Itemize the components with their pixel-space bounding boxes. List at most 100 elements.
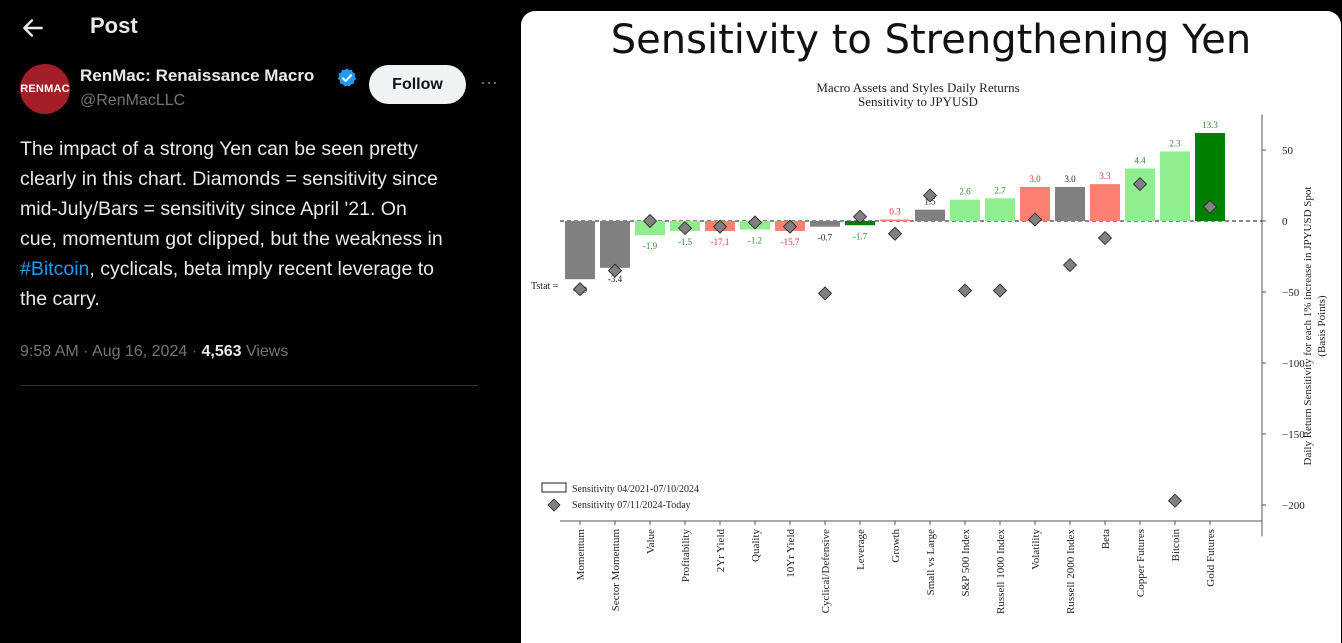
follow-button[interactable]: Follow <box>369 65 466 104</box>
tstat-label: -3.4 <box>608 274 623 284</box>
post-time[interactable]: 9:58 AM <box>20 343 79 360</box>
tweet-line: cue, momentum got clipped, but the weakn… <box>20 228 443 250</box>
chart-title: Macro Assets and Styles Daily Returns <box>816 80 1019 95</box>
y-axis-label: Daily Return Sensitivity for each 1% inc… <box>1302 187 1314 466</box>
author-display-name[interactable]: RenMac: Renaissance Macro <box>80 66 315 85</box>
legend-label: Sensitivity 07/11/2024-Today <box>572 500 691 511</box>
diamond-marker <box>992 283 1008 298</box>
diamond-marker <box>1062 257 1078 273</box>
diamond-marker <box>957 283 973 298</box>
tstat-label: 3.0 <box>1064 174 1076 184</box>
tstat-label: -1.7 <box>853 231 868 241</box>
tstat-label: 3.3 <box>1099 171 1111 181</box>
x-tick-label: 2Yr Yield <box>715 529 727 573</box>
bar <box>810 221 840 227</box>
tstat-label: 3.0 <box>1029 174 1041 184</box>
tstat-label: 0.3 <box>889 207 901 217</box>
tstat-label: -15.7 <box>781 237 800 247</box>
verified-badge-icon <box>337 68 357 87</box>
diamond-marker <box>1097 230 1113 246</box>
chart-image[interactable]: Sensitivity to Strengthening Yen Macro A… <box>521 11 1341 643</box>
tweet-text: The impact of a strong Yen can be seen p… <box>20 134 510 314</box>
y-axis-label-units: (Basis Points) <box>1316 295 1328 357</box>
x-tick-label: Copper Futures <box>1135 529 1147 597</box>
diamond-marker <box>1202 199 1218 214</box>
diamond-marker <box>817 286 833 301</box>
chart-svg: Macro Assets and Styles Daily Returns Se… <box>531 80 1328 614</box>
y-tick-label: −100 <box>1282 358 1305 370</box>
chart-subtitle: Sensitivity to JPYUSD <box>858 94 978 109</box>
legend-swatch-diamond <box>547 498 561 512</box>
tstat-label: Tstat = <box>531 281 559 292</box>
diamond-marker <box>782 219 798 234</box>
y-tick-label: 0 <box>1282 216 1288 228</box>
tstat-label: 13.3 <box>1202 120 1218 130</box>
tweet-line: mid-July/Bars = sensitivity since April … <box>20 198 407 220</box>
diamond-marker <box>1027 212 1043 227</box>
bar <box>635 221 665 236</box>
x-tick-label: Cyclical/Defensive <box>820 529 832 613</box>
bar <box>1090 184 1120 221</box>
y-tick-label: 50 <box>1282 145 1294 157</box>
diamond-marker <box>712 219 728 234</box>
chart-plot: 500−50−100−150−200-4.9Momentum-3.4Sector… <box>541 114 1305 614</box>
diamond-marker <box>677 221 693 236</box>
post-header: Post <box>0 0 520 56</box>
tstat-label: 2.6 <box>959 187 971 197</box>
divider <box>20 385 478 386</box>
diamond-marker <box>852 209 868 224</box>
post-panel: Post RENMAC RenMac: Renaissance Macro @R… <box>0 0 520 643</box>
x-tick-label: Volatility <box>1030 529 1042 570</box>
diamond-marker <box>607 263 623 278</box>
diamond-marker <box>1132 177 1148 192</box>
bar <box>1125 168 1155 221</box>
bar <box>915 209 945 221</box>
author-handle[interactable]: @RenMacLLC <box>80 92 186 109</box>
y-tick-label: −50 <box>1282 287 1300 299</box>
page-title: Post <box>90 13 138 38</box>
diamond-marker <box>572 282 588 297</box>
x-tick-label: Russell 1000 Index <box>995 529 1007 614</box>
bar <box>600 221 630 268</box>
bar <box>1055 186 1085 221</box>
tweet-line: #Bitcoin, cyclicals, beta imply recent l… <box>20 258 435 280</box>
hashtag-link[interactable]: #Bitcoin <box>20 258 90 280</box>
x-tick-label: Profitability <box>680 529 692 583</box>
x-tick-label: Sector Momentum <box>610 529 622 612</box>
diamond-marker <box>922 188 938 203</box>
avatar-logo-text: RENMAC <box>20 83 70 95</box>
tstat-label: -1.2 <box>748 236 762 246</box>
x-tick-label: Russell 2000 Index <box>1065 529 1077 614</box>
tstat-label: -1.9 <box>643 241 658 251</box>
tstat-label: 2.7 <box>994 185 1006 195</box>
tweet-line: the carry. <box>20 288 100 310</box>
legend-swatch-bar <box>541 482 567 493</box>
bar <box>985 198 1015 221</box>
legend-label: Sensitivity 04/2021-07/10/2024 <box>572 484 699 495</box>
diamond-marker <box>887 226 903 241</box>
tstat-label: 4.4 <box>1134 155 1146 165</box>
x-tick-label: Momentum <box>575 529 587 581</box>
diamond-marker <box>642 213 658 229</box>
x-tick-label: Growth <box>890 529 902 563</box>
bar <box>880 219 910 222</box>
tstat-label: 2.3 <box>1169 138 1181 148</box>
back-arrow-icon[interactable] <box>20 14 46 42</box>
views-label: Views <box>241 343 289 360</box>
avatar[interactable]: RENMAC <box>20 64 70 114</box>
x-tick-label: Leverage <box>855 529 867 570</box>
views-count: 4,563 <box>201 343 242 360</box>
x-tick-label: Gold Futures <box>1205 529 1217 587</box>
x-tick-label: Bitcoin <box>1170 529 1182 562</box>
diamond-marker <box>1167 493 1183 508</box>
tweet-line: clearly in this chart. Diamonds = sensit… <box>20 168 438 190</box>
more-options-icon[interactable]: ··· <box>480 72 498 92</box>
diamond-marker <box>747 215 763 230</box>
post-date[interactable]: Aug 16, 2024 <box>92 343 188 360</box>
tstat-label: -1.5 <box>678 237 693 247</box>
tstat-label: -0.7 <box>818 233 833 243</box>
y-tick-label: −200 <box>1282 500 1305 512</box>
bar <box>1160 151 1190 221</box>
x-tick-label: Quality <box>750 529 762 562</box>
x-tick-label: Beta <box>1100 529 1112 549</box>
